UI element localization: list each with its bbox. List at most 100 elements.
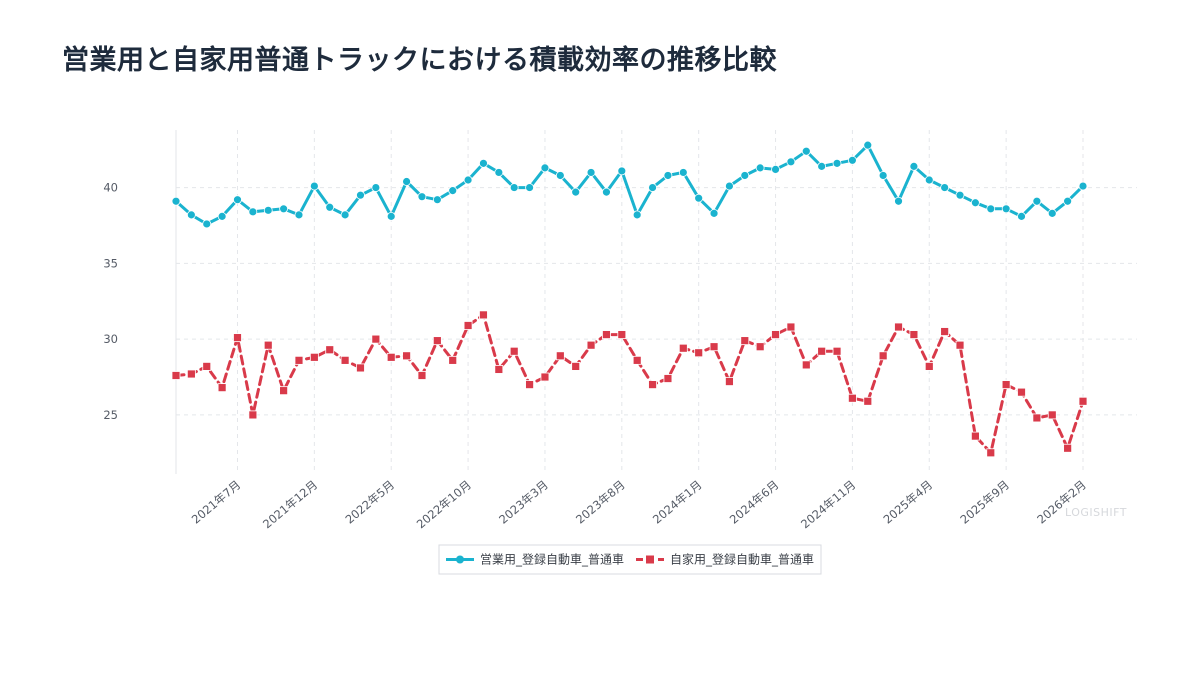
data-point[interactable] <box>648 183 657 192</box>
data-point[interactable] <box>740 336 750 346</box>
data-point[interactable] <box>1047 410 1057 420</box>
legend-item-commercial[interactable]: 営業用_登録自動車_普通車 <box>446 552 624 567</box>
data-point[interactable] <box>786 157 796 167</box>
data-point[interactable] <box>571 187 581 197</box>
data-point[interactable] <box>448 355 458 365</box>
data-point[interactable] <box>1017 211 1026 221</box>
data-point[interactable] <box>602 187 611 197</box>
data-point[interactable] <box>571 362 581 371</box>
data-point[interactable] <box>878 351 888 361</box>
data-point[interactable] <box>986 448 996 458</box>
data-point[interactable] <box>817 346 827 356</box>
data-point[interactable] <box>678 168 688 177</box>
data-point[interactable] <box>356 363 365 373</box>
data-point[interactable] <box>494 365 504 374</box>
data-point[interactable] <box>417 192 427 202</box>
data-point[interactable] <box>694 193 704 203</box>
data-point[interactable] <box>402 177 411 186</box>
data-point[interactable] <box>709 342 719 352</box>
data-point[interactable] <box>878 171 888 180</box>
data-point[interactable] <box>386 352 396 362</box>
data-point[interactable] <box>924 362 934 371</box>
data-point[interactable] <box>171 371 181 380</box>
data-point[interactable] <box>771 330 780 339</box>
data-point[interactable] <box>586 340 596 350</box>
data-point[interactable] <box>1047 208 1057 218</box>
data-point[interactable] <box>356 190 365 200</box>
data-point[interactable] <box>894 196 903 206</box>
data-point[interactable] <box>1063 443 1073 453</box>
data-point[interactable] <box>970 198 980 208</box>
data-point[interactable] <box>863 140 873 150</box>
data-point[interactable] <box>279 204 289 214</box>
data-point[interactable] <box>525 380 534 389</box>
data-point[interactable] <box>202 219 212 229</box>
data-point[interactable] <box>848 393 857 403</box>
data-point[interactable] <box>1078 396 1088 406</box>
data-point[interactable] <box>463 321 473 330</box>
data-point[interactable] <box>525 183 534 192</box>
data-point[interactable] <box>432 336 442 346</box>
data-point[interactable] <box>617 330 627 339</box>
data-point[interactable] <box>678 343 688 353</box>
data-point[interactable] <box>755 163 765 173</box>
data-point[interactable] <box>555 351 565 361</box>
data-point[interactable] <box>817 161 827 171</box>
data-point[interactable] <box>309 181 319 191</box>
data-point[interactable] <box>832 346 842 356</box>
data-point[interactable] <box>617 166 627 176</box>
data-point[interactable] <box>432 195 442 205</box>
data-point[interactable] <box>1063 196 1073 206</box>
data-point[interactable] <box>309 352 319 362</box>
legend-item-private[interactable]: 自家用_登録自動車_普通車 <box>636 552 814 567</box>
data-point[interactable] <box>217 211 227 221</box>
data-point[interactable] <box>186 210 196 220</box>
data-point[interactable] <box>294 210 304 220</box>
data-point[interactable] <box>263 205 273 215</box>
data-point[interactable] <box>586 168 596 177</box>
data-point[interactable] <box>186 369 196 379</box>
data-point[interactable] <box>663 171 673 180</box>
data-point[interactable] <box>955 340 965 350</box>
data-point[interactable] <box>740 171 750 180</box>
data-point[interactable] <box>371 334 381 344</box>
data-point[interactable] <box>171 196 181 206</box>
data-point[interactable] <box>540 163 550 173</box>
data-point[interactable] <box>940 327 950 336</box>
data-point[interactable] <box>909 330 919 339</box>
data-point[interactable] <box>294 355 304 365</box>
data-point[interactable] <box>540 372 550 382</box>
data-point[interactable] <box>848 155 857 165</box>
data-point[interactable] <box>248 207 258 217</box>
data-point[interactable] <box>755 342 765 352</box>
data-point[interactable] <box>463 175 473 185</box>
data-point[interactable] <box>894 322 903 332</box>
data-point[interactable] <box>632 210 642 220</box>
data-point[interactable] <box>555 171 565 180</box>
data-point[interactable] <box>955 190 965 200</box>
data-point[interactable] <box>909 161 919 171</box>
data-point[interactable] <box>970 431 980 441</box>
data-point[interactable] <box>771 165 780 174</box>
data-point[interactable] <box>1032 413 1042 423</box>
data-point[interactable] <box>479 310 488 320</box>
data-point[interactable] <box>725 181 734 191</box>
data-point[interactable] <box>801 146 811 156</box>
data-point[interactable] <box>340 355 350 365</box>
data-point[interactable] <box>509 346 519 356</box>
data-point[interactable] <box>1001 204 1011 214</box>
data-point[interactable] <box>786 322 796 332</box>
data-point[interactable] <box>832 158 842 168</box>
data-point[interactable] <box>325 345 335 355</box>
data-point[interactable] <box>248 410 258 420</box>
data-point[interactable] <box>494 168 504 177</box>
data-point[interactable] <box>986 204 996 214</box>
data-point[interactable] <box>417 371 427 380</box>
data-point[interactable] <box>940 183 950 192</box>
data-point[interactable] <box>371 183 381 192</box>
data-point[interactable] <box>448 186 458 196</box>
data-point[interactable] <box>924 175 934 185</box>
data-point[interactable] <box>263 340 273 350</box>
data-point[interactable] <box>386 211 396 221</box>
data-point[interactable] <box>217 383 227 393</box>
